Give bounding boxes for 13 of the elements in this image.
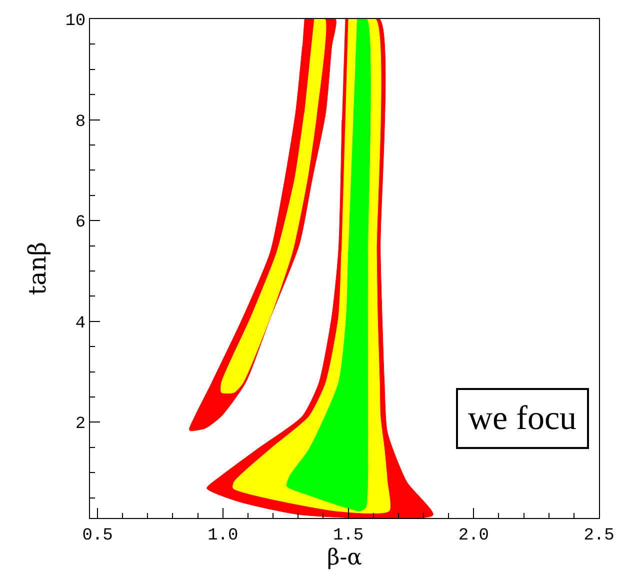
y-tick-label: 2 [75,415,86,434]
y-tick-label: 8 [75,112,86,132]
y-tick-label: 6 [75,214,86,233]
x-tick-label: 2.5 [584,526,614,546]
x-axis-title: β-α [326,545,362,570]
y-tick-label: 4 [75,314,86,334]
x-tick-label: 0.5 [82,526,113,546]
y-tick-label: 10 [65,12,86,31]
x-tick-label: 1.5 [332,526,364,546]
x-tick-label: 1.0 [208,526,238,546]
y-axis-title: tanβ [23,242,52,296]
x-tick-label: 2.0 [458,526,489,546]
annotation: we focu [468,400,577,437]
